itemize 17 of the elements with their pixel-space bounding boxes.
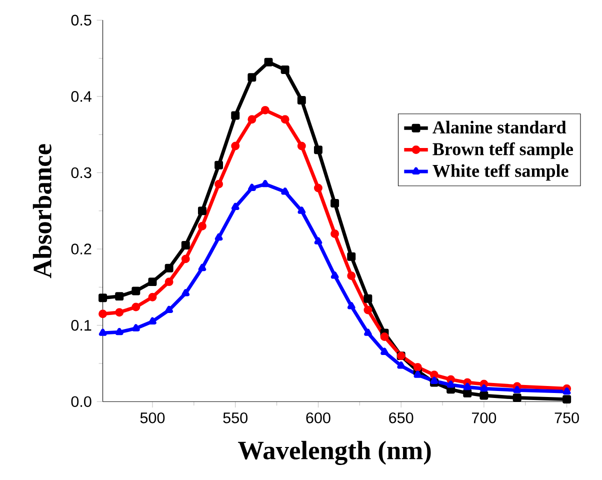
y-tick-label: 0.5 bbox=[71, 14, 92, 26]
y-tick-label: 0.2 bbox=[71, 244, 92, 254]
y-tick-label: 0.0 bbox=[71, 396, 92, 407]
x-tick-label: 700 bbox=[472, 412, 496, 424]
x-tick-label: 650 bbox=[389, 412, 414, 424]
y-tick-label: 0.4 bbox=[71, 90, 92, 102]
x-tick-label: 600 bbox=[306, 412, 330, 424]
y-axis-title: Absorbance bbox=[32, 144, 52, 278]
y-tick-label: 0.1 bbox=[71, 320, 92, 331]
legend-label: White teff sample bbox=[432, 164, 568, 181]
legend-label: Alanine standard bbox=[432, 120, 566, 134]
x-tick-label: 750 bbox=[554, 412, 579, 424]
legend-label: Brown teff sample bbox=[432, 142, 574, 159]
x-tick-label: 550 bbox=[223, 412, 248, 424]
x-axis-title: Wavelength (nm) bbox=[238, 440, 431, 465]
x-tick-label: 500 bbox=[140, 412, 165, 424]
y-tick-label: 0.3 bbox=[71, 167, 92, 178]
